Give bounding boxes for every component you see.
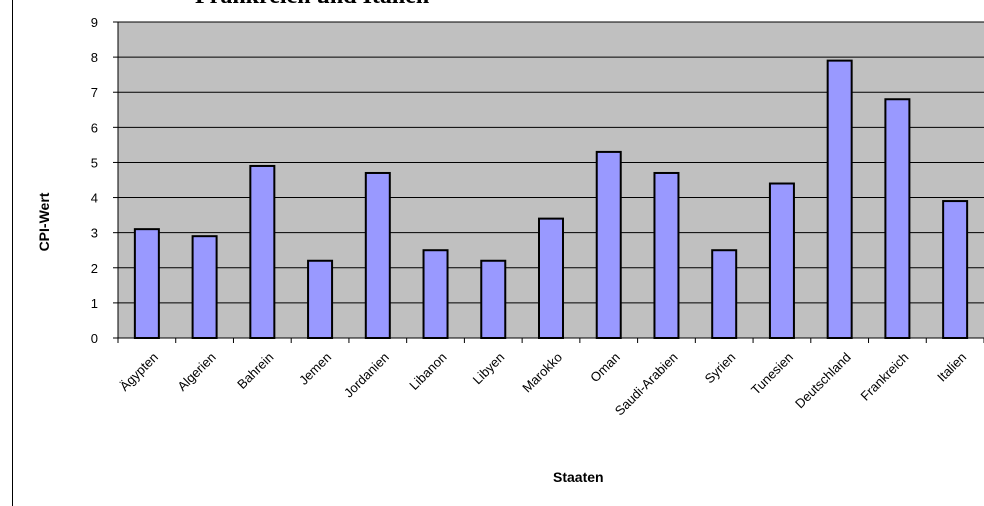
y-axis-label: CPI-Wert: [36, 192, 52, 252]
y-tick-label: 4: [91, 191, 98, 206]
bar: [480, 259, 507, 339]
y-tick-label: 3: [91, 226, 98, 241]
y-tick-label: 0: [91, 331, 98, 346]
bar: [768, 182, 795, 339]
y-tick-labels: 0 1 2 3 4 5 6 7 8 9: [91, 15, 98, 346]
x-tick-label: Tunesien: [748, 350, 796, 398]
x-tick-label: Jemen: [296, 350, 334, 388]
bar: [538, 217, 564, 339]
x-tick-label: Syrien: [702, 350, 739, 387]
y-tick-label: 8: [91, 50, 98, 65]
x-tick-label: Ägypten: [117, 350, 161, 394]
x-tick-label: Oman: [587, 350, 623, 386]
bar: [422, 249, 449, 340]
x-tick-label: Marokko: [519, 350, 565, 396]
x-tick-labels: Ägypten Algerien Bahrein Jemen Jordanien Liba…: [117, 350, 970, 419]
bar: [191, 235, 218, 339]
x-tick-label: Deutschland: [792, 350, 854, 412]
x-tick-label: Libanon: [406, 350, 449, 393]
x-tick-label: Algerien: [174, 350, 218, 394]
x-tick-label: Italien: [934, 350, 969, 385]
x-tick-label: Bahrein: [234, 350, 276, 392]
x-tick-label: Libyen: [470, 350, 508, 388]
y-tick-label: 2: [91, 261, 98, 276]
bar: [133, 228, 160, 339]
chart-title: Frankreich und Italien: [195, 0, 429, 10]
bar: [249, 164, 276, 339]
bar: [884, 98, 911, 339]
x-axis-label: Staaten: [553, 469, 604, 485]
bar: [826, 59, 853, 339]
bar: [595, 150, 622, 339]
y-tick-label: 6: [91, 120, 98, 135]
y-tick-label: 5: [91, 155, 98, 170]
bar: [711, 249, 738, 340]
bar: [364, 171, 391, 339]
y-tick-label: 9: [91, 15, 98, 30]
axes: [113, 21, 984, 343]
x-tick-label: Jordanien: [341, 350, 392, 401]
x-tick-label: Frankreich: [857, 350, 911, 404]
y-tick-label: 1: [91, 296, 98, 311]
bar: [942, 200, 969, 339]
bar: [307, 259, 334, 339]
y-tick-label: 7: [91, 85, 98, 100]
chart-area-border: [12, 0, 13, 506]
bar: [653, 171, 680, 339]
bars: [133, 59, 969, 340]
